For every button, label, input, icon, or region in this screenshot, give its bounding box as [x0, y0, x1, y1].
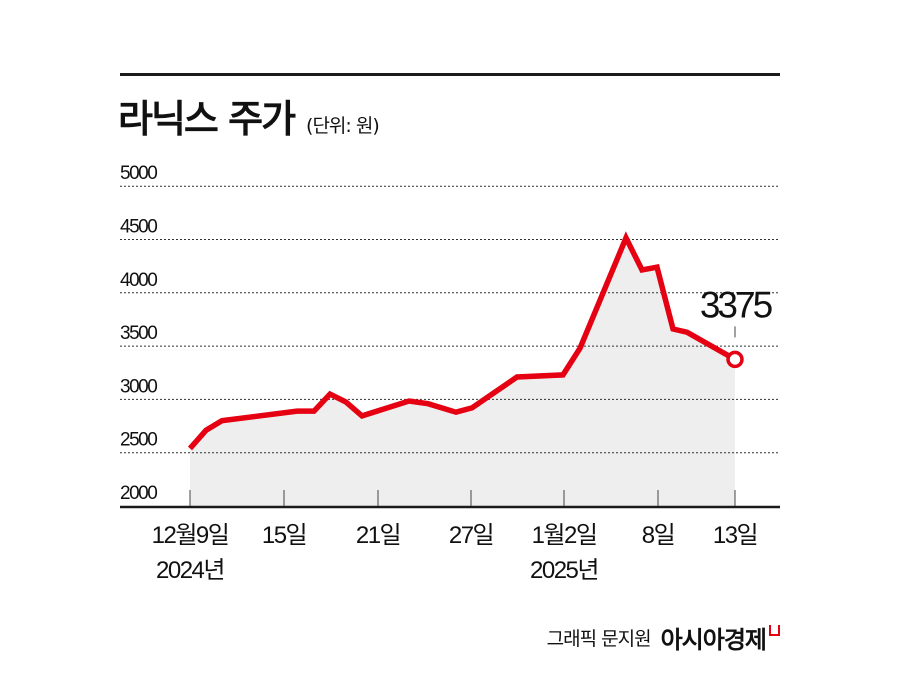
x-tick-label: 21일	[356, 522, 400, 549]
last-point-marker	[726, 350, 744, 369]
y-tick-label: 2500	[120, 430, 157, 451]
y-tick-label: 4500	[120, 217, 157, 238]
x-tick-sublabel: 2024년	[156, 557, 224, 584]
y-tick-label: 2000	[120, 483, 157, 504]
brand-logo: 아시아경제	[660, 626, 767, 654]
x-tick-label: 12월9일	[152, 522, 229, 549]
y-tick-label: 4000	[120, 270, 157, 291]
x-tick-sublabel: 2025년	[530, 557, 598, 584]
x-tick-label: 1월2일	[532, 522, 597, 549]
chart-title: 라닉스 주가	[118, 97, 296, 141]
graphic-credit: 그래픽 문지원	[546, 628, 652, 650]
y-tick-label: 3500	[120, 323, 157, 344]
price-line	[187, 231, 737, 451]
area-fill	[190, 237, 735, 506]
credit: 그래픽 문지원 아시아경제	[547, 620, 780, 655]
unit-label: (단위: 원)	[306, 115, 380, 137]
x-tick-label: 15일	[262, 522, 306, 549]
x-tick-label: 27일	[449, 522, 493, 549]
y-tick-label: 3000	[120, 376, 157, 397]
y-tick-label: 5000	[120, 163, 157, 184]
brand-mark-icon	[769, 625, 780, 636]
top-rule	[120, 73, 780, 76]
x-tick-label: 8일	[642, 522, 674, 549]
last-value-callout: 3375	[700, 284, 773, 325]
chart-header: 라닉스 주가 (단위: 원)	[118, 88, 380, 143]
x-tick-label: 13일	[713, 522, 757, 549]
